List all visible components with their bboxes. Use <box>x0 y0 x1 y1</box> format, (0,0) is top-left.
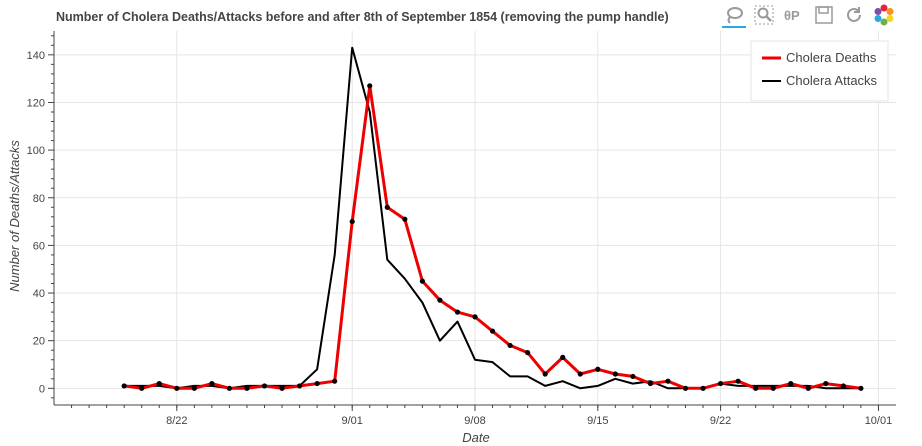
axes: 0 20 40 60 80 100 120 140 8/22 9/01 9/08 9/15 9/22 10… <box>27 31 896 427</box>
y-tick-label: 120 <box>27 97 45 109</box>
death-point <box>419 278 425 284</box>
lasso-select-tool[interactable] <box>722 4 746 28</box>
pan-tool[interactable]: θP <box>782 4 806 28</box>
pan-icon: θP <box>784 8 800 23</box>
death-point <box>700 385 706 391</box>
death-point <box>332 378 338 384</box>
y-tick-label: 80 <box>33 193 45 205</box>
death-point <box>735 378 741 384</box>
death-point <box>858 385 864 391</box>
death-point <box>542 371 548 377</box>
bokeh-logo-icon <box>874 4 894 26</box>
death-point <box>367 83 373 89</box>
death-point <box>840 383 846 389</box>
death-point <box>437 297 443 303</box>
legend: Cholera Deaths Cholera Attacks <box>750 40 889 102</box>
lasso-select-icon <box>727 7 743 24</box>
x-tick-label: 9/15 <box>587 415 608 427</box>
death-point <box>630 373 636 380</box>
death-point <box>226 385 233 391</box>
reset-tool[interactable] <box>842 4 866 28</box>
bokeh-logo[interactable] <box>872 4 896 28</box>
death-point <box>261 383 268 389</box>
death-point <box>682 385 689 391</box>
legend-box <box>750 40 889 102</box>
save-tool[interactable] <box>812 4 836 28</box>
death-point <box>612 371 618 377</box>
legend-label-deaths: Cholera Deaths <box>786 50 877 65</box>
death-point <box>121 383 127 389</box>
x-tick-label: 9/01 <box>341 415 362 427</box>
death-point <box>788 380 794 387</box>
death-point <box>489 328 496 334</box>
death-point <box>717 380 724 387</box>
death-point <box>174 385 180 391</box>
death-point <box>191 385 197 391</box>
legend-label-attacks: Cholera Attacks <box>786 73 878 88</box>
death-point <box>823 380 829 387</box>
death-point <box>454 309 461 315</box>
death-point <box>244 385 250 391</box>
chart-toolbar: θP <box>722 2 902 30</box>
y-tick-label: 140 <box>27 50 45 62</box>
death-point <box>384 204 390 210</box>
death-point <box>156 380 162 387</box>
death-point <box>402 216 408 222</box>
svg-text:θP: θP <box>784 8 800 23</box>
chart-title: Number of Cholera Deaths/Attacks before … <box>56 10 669 24</box>
box-zoom-tool[interactable] <box>752 4 776 28</box>
death-point <box>577 371 583 377</box>
death-point <box>525 349 531 356</box>
death-point <box>805 385 811 391</box>
y-tick-label: 60 <box>33 240 45 252</box>
death-point <box>139 385 145 391</box>
x-tick-label: 9/22 <box>710 415 731 427</box>
death-point <box>753 385 759 391</box>
death-point <box>279 385 285 391</box>
death-point <box>665 378 671 384</box>
death-markers <box>121 83 864 391</box>
death-point <box>209 380 215 387</box>
y-tick-label: 40 <box>33 288 45 300</box>
reset-icon <box>847 7 861 22</box>
save-icon <box>815 6 833 24</box>
death-point <box>349 218 355 225</box>
x-tick-label: 10/01 <box>865 415 893 427</box>
y-tick-label: 20 <box>33 336 45 348</box>
y-axis-label: Number of Deaths/Attacks <box>7 140 22 292</box>
x-tick-label: 8/22 <box>166 415 187 427</box>
death-point <box>296 383 303 389</box>
y-tick-label: 0 <box>39 383 45 395</box>
death-point <box>560 354 566 360</box>
box-zoom-icon <box>754 5 774 25</box>
death-point <box>314 380 320 387</box>
death-point <box>595 366 601 372</box>
y-tick-label: 100 <box>27 145 45 157</box>
x-axis-label: Date <box>462 430 489 445</box>
death-point <box>472 314 478 320</box>
death-point <box>647 380 654 387</box>
x-tick-label: 9/08 <box>464 415 485 427</box>
death-point <box>507 342 513 349</box>
death-point <box>770 385 776 391</box>
